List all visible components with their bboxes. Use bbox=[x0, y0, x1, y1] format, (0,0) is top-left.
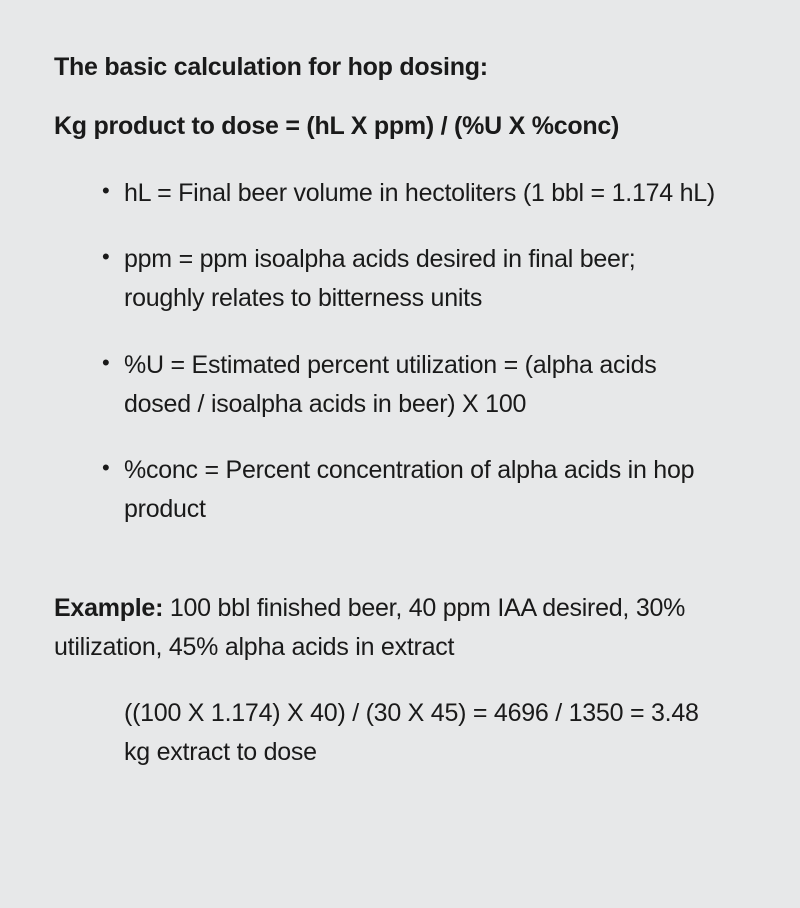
calculation-formula: Kg product to dose = (hL X ppm) / (%U X … bbox=[54, 107, 746, 146]
example-label: Example: bbox=[54, 594, 163, 622]
list-item: %U = Estimated percent utilization = (al… bbox=[124, 346, 746, 424]
list-item: hL = Final beer volume in hectoliters (1… bbox=[124, 174, 746, 213]
example-calculation: ((100 X 1.174) X 40) / (30 X 45) = 4696 … bbox=[54, 694, 746, 772]
example-intro: Example: 100 bbl finished beer, 40 ppm I… bbox=[54, 589, 746, 667]
list-item: %conc = Percent concentration of alpha a… bbox=[124, 451, 746, 529]
list-item: ppm = ppm isoalpha acids desired in fina… bbox=[124, 240, 746, 318]
variable-definitions-list: hL = Final beer volume in hectoliters (1… bbox=[54, 174, 746, 529]
calculation-heading: The basic calculation for hop dosing: bbox=[54, 48, 746, 87]
